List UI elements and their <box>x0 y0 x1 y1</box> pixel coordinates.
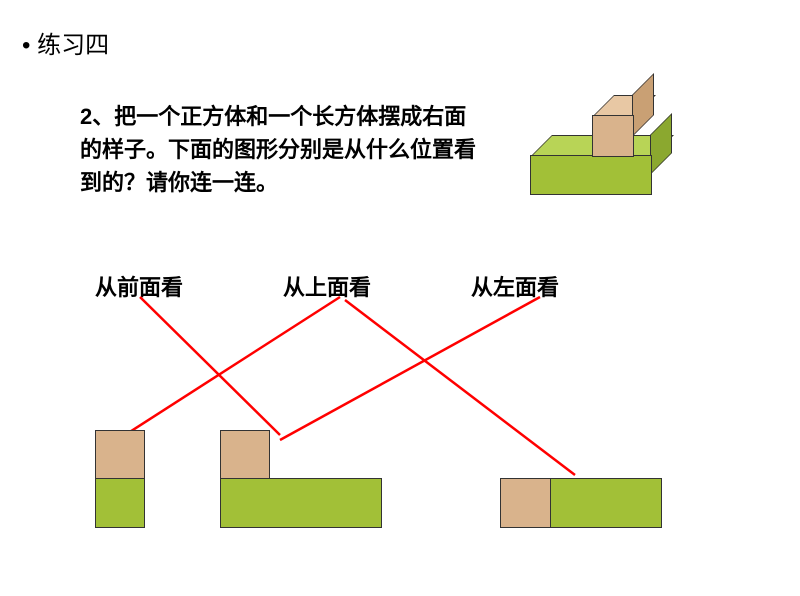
fig3-green <box>550 478 662 528</box>
question-text: 2、把一个正方体和一个长方体摆成右面的样子。下面的图形分别是从什么位置看到的？请… <box>80 100 480 199</box>
fig2-green <box>220 478 382 528</box>
cuboid-front-face <box>530 155 652 195</box>
fig3-tan <box>500 478 552 528</box>
cube-side-face <box>632 73 654 137</box>
fig1-green <box>95 478 145 528</box>
page-title: 练习四 <box>22 25 109 60</box>
matching-lines <box>80 285 700 485</box>
cube-front-face <box>592 115 634 157</box>
fig2-tan <box>220 430 270 480</box>
fig1-tan <box>95 430 145 480</box>
cuboid-side-face <box>650 113 672 175</box>
